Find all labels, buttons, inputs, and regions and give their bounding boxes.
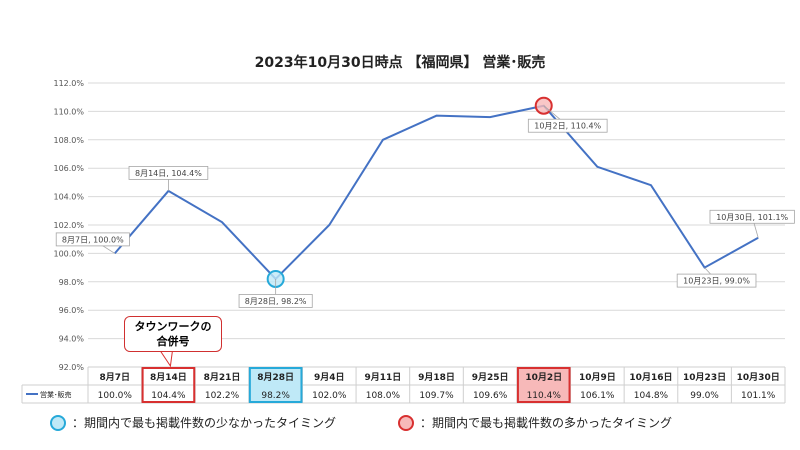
table-highlight-min xyxy=(248,367,303,403)
table-value: 99.0% xyxy=(690,391,719,401)
data-label: 8月14日, 104.4% xyxy=(135,169,202,178)
table-category-label: 9月11日 xyxy=(364,372,401,383)
table-category-label: 10月23日 xyxy=(683,372,726,383)
y-tick-label: 112.0% xyxy=(53,79,84,88)
chart-title: 2023年10月30日時点 【福岡県】 営業･販売 xyxy=(254,55,546,71)
table-value: 100.0% xyxy=(98,391,133,401)
data-label: 8月28日, 98.2% xyxy=(245,297,307,306)
y-tick-label: 102.0% xyxy=(53,221,84,230)
y-tick-label: 98.0% xyxy=(59,278,85,287)
table-value: 102.0% xyxy=(312,391,347,401)
table-value: 101.1% xyxy=(741,391,776,401)
data-label-box xyxy=(238,294,313,308)
highlight-markers xyxy=(266,96,553,288)
table-category-label: 9月25日 xyxy=(472,372,509,383)
table-value: 106.1% xyxy=(580,391,615,401)
y-axis-ticks: 92.0% 94.0% 96.0% 98.0% 100.0% 102.0% 104.0% 10… xyxy=(53,79,84,372)
legend-max-circle-icon xyxy=(398,414,414,431)
table-value: 104.8% xyxy=(634,391,669,401)
data-label-box xyxy=(128,166,209,180)
table-category-label: 10月2日 xyxy=(525,372,562,383)
callout-line-2: 合併号 xyxy=(156,335,190,348)
legend-min-circle-icon xyxy=(50,414,66,431)
y-tick-label: 108.0% xyxy=(53,136,84,145)
table-value: 110.4% xyxy=(527,391,562,401)
table-series-name: 営業･販売 xyxy=(40,390,72,399)
legend-min: ：期間内で最も掲載件数の少なかったタイミング xyxy=(50,414,336,431)
table-category-label: 10月9日 xyxy=(579,372,616,383)
legend-max-text: ：期間内で最も掲載件数の多かったタイミング xyxy=(420,416,673,430)
series-line-layer xyxy=(114,104,759,281)
legend-max: ：期間内で最も掲載件数の多かったタイミング xyxy=(398,414,672,431)
y-tick-label: 100.0% xyxy=(53,249,84,258)
y-tick-label: 106.0% xyxy=(53,164,84,173)
table-value: 104.4% xyxy=(151,391,186,401)
table-category-label: 9月4日 xyxy=(314,372,345,383)
y-tick-label: 110.0% xyxy=(53,107,84,116)
data-label-box xyxy=(676,273,757,288)
y-tick-label: 92.0% xyxy=(59,363,85,372)
table-category-label: 8月7日 xyxy=(100,372,131,383)
data-label-box xyxy=(55,232,130,247)
table-value: 109.6% xyxy=(473,391,508,401)
table-value: 109.7% xyxy=(419,391,454,401)
table-category-label: 10月30日 xyxy=(737,372,780,383)
data-label: 8月7日, 100.0% xyxy=(62,235,124,244)
data-labels: 8月7日, 100.0% 8月14日, 104.4% 8月28日, 98.2% 10月… xyxy=(55,105,795,368)
table-value: 102.2% xyxy=(205,391,240,401)
data-label: 10月2日, 110.4% xyxy=(534,122,601,131)
data-label: 10月23日, 99.0% xyxy=(683,277,750,286)
table-category-label: 8月28日 xyxy=(257,372,294,383)
data-label-box xyxy=(527,118,608,133)
data-label-box xyxy=(709,209,795,224)
table-category-label: 10月16日 xyxy=(629,372,672,383)
y-tick-label: 104.0% xyxy=(53,193,84,202)
callout-line-1: タウンワークの xyxy=(134,320,212,333)
table-category-label: 9月18日 xyxy=(418,372,455,383)
callout-pointer xyxy=(159,350,173,368)
merged-issue-callout: タウンワークの 合併号 xyxy=(124,316,222,352)
data-label: 10月30日, 101.1% xyxy=(716,213,788,222)
y-tick-label: 96.0% xyxy=(59,306,85,315)
table-value: 98.2% xyxy=(261,391,290,401)
y-tick-label: 94.0% xyxy=(59,335,85,344)
legend-min-text: ：期間内で最も掲載件数の少なかったタイミング xyxy=(72,416,337,430)
table-category-label: 8月14日 xyxy=(150,372,187,383)
table-value: 108.0% xyxy=(366,391,401,401)
table-category-label: 8月21日 xyxy=(204,372,241,383)
data-table: 8月7日 100.0% 8月14日 104.4% 8月21日 102.2% 8月28日 98.… xyxy=(21,366,786,404)
table-highlight-max xyxy=(516,367,571,403)
series-line xyxy=(114,104,759,281)
table-highlight-callout xyxy=(141,367,196,403)
